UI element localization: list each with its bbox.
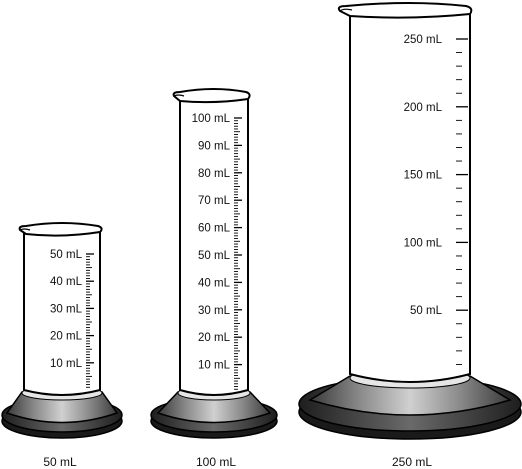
graduation-label: 30 mL (198, 305, 231, 317)
graduation-label: 150 mL (404, 170, 443, 182)
graduation-label: 90 mL (198, 140, 231, 152)
graduation-label: 50 mL (198, 250, 231, 262)
cylinder-250ml-body (337, 2, 473, 383)
graduation-label: 20 mL (50, 331, 83, 343)
graduation-label: 100 mL (192, 113, 231, 125)
graduation-label: 80 mL (198, 168, 231, 180)
graduation-label: 50 mL (50, 249, 83, 261)
cylinder-100ml-body (172, 88, 251, 396)
cylinder-250ml: 50 mL 100 mL 150 mL 200 mL 250 mL (298, 2, 522, 440)
graduation-label: 20 mL (198, 332, 231, 344)
caption-50ml: 50 mL (43, 455, 77, 469)
graduation-label: 40 mL (50, 276, 83, 288)
cylinder-100ml-base (150, 385, 278, 439)
graduation-label: 10 mL (198, 360, 231, 372)
graduation-label: 10 mL (50, 358, 83, 370)
cylinder-50ml: 10 mL 20 mL 30 mL 40 mL 50 mL (1, 222, 123, 439)
cylinder-50ml-scale: 10 mL 20 mL 30 mL 40 mL 50 mL (50, 249, 94, 388)
graduation-label: 250 mL (404, 34, 443, 46)
cylinder-250ml-scale: 50 mL 100 mL 150 mL 200 mL 250 mL (404, 34, 468, 365)
cylinder-100ml-scale: 10 mL 20 mL 30 mL 40 mL 50 mL 60 mL 70 mL 80 mL… (192, 113, 242, 390)
caption-100ml: 100 mL (196, 455, 236, 469)
cylinder-50ml-body (18, 222, 103, 396)
graduation-label: 30 mL (50, 303, 83, 315)
graduation-label: 200 mL (404, 102, 443, 114)
cylinder-100ml: 10 mL 20 mL 30 mL 40 mL 50 mL 60 mL 70 mL 80 mL… (150, 88, 278, 439)
graduation-label: 60 mL (198, 223, 231, 235)
graduation-label: 40 mL (198, 277, 231, 289)
caption-250ml: 250 mL (392, 455, 432, 469)
graduation-label: 100 mL (404, 237, 443, 249)
graduation-label: 70 mL (198, 195, 231, 207)
graduation-label: 50 mL (410, 305, 443, 317)
